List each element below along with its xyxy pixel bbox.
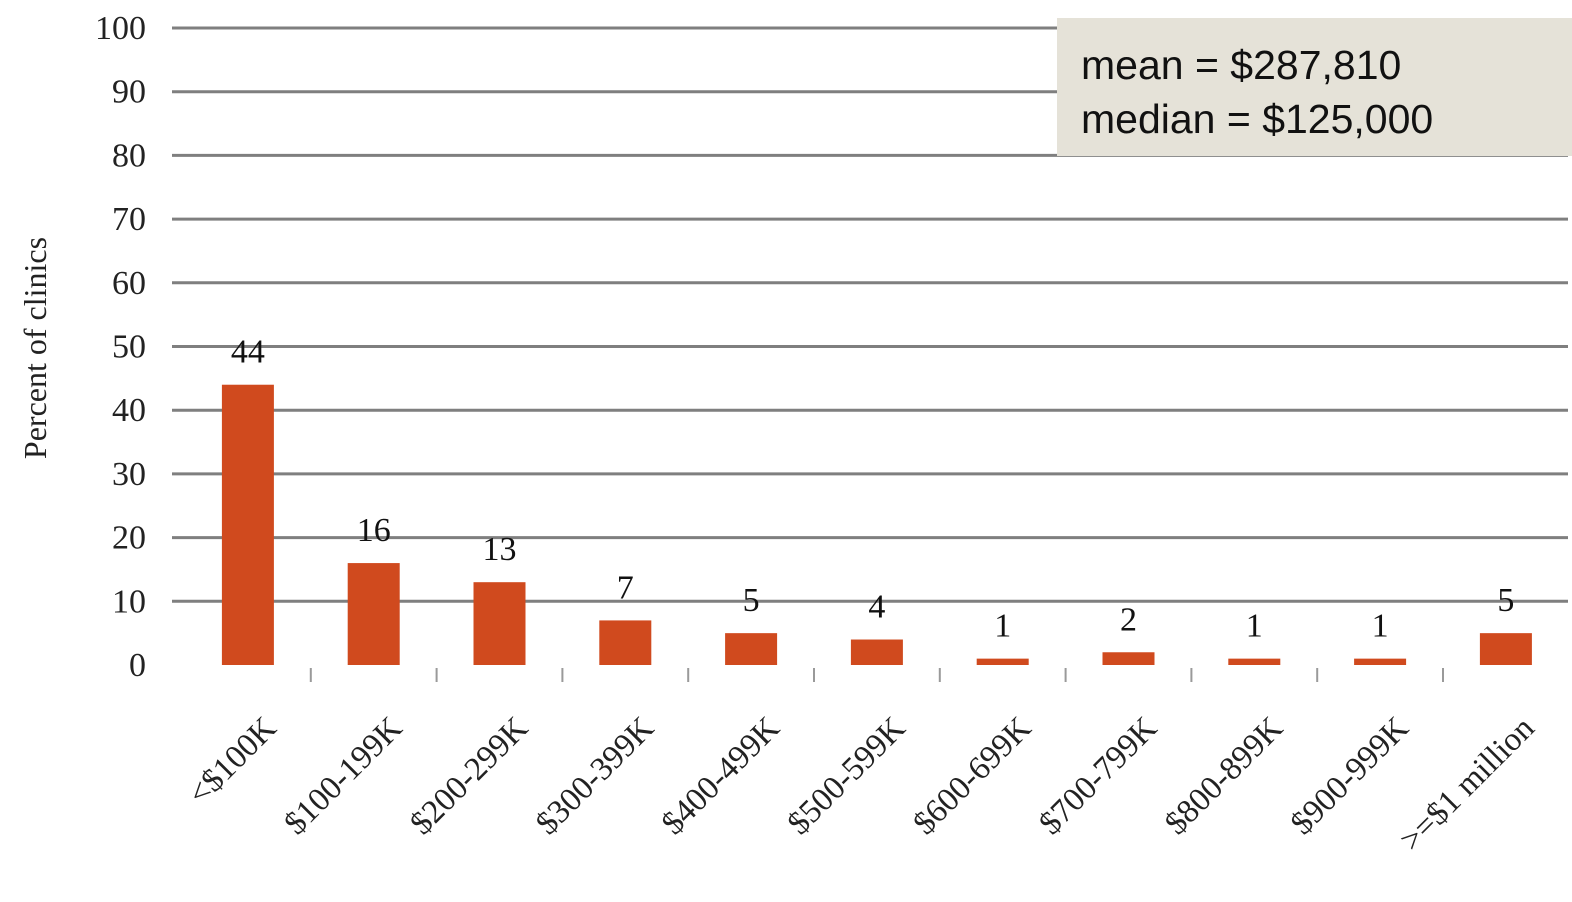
bar-data-label: 1 [1246, 608, 1263, 645]
y-tick-label: 20 [112, 520, 146, 557]
bar [221, 384, 274, 665]
median-value: $125,000 [1262, 96, 1434, 142]
median-line: median = $125,000 [1081, 92, 1572, 146]
category-label: $900-999K [1284, 710, 1416, 842]
bar-data-label: 4 [868, 589, 885, 626]
bar [1354, 658, 1407, 665]
bar [599, 620, 652, 665]
bar [347, 563, 400, 665]
bar [1228, 658, 1281, 665]
bar-data-label: 5 [743, 582, 760, 619]
y-tick-label: 90 [112, 74, 146, 111]
category-label: $400-499K [655, 710, 787, 842]
category-label: $800-899K [1158, 710, 1290, 842]
y-tick-label: 60 [112, 265, 146, 302]
y-tick-label: 10 [112, 583, 146, 620]
bar [1479, 633, 1532, 665]
mean-line: mean = $287,810 [1081, 38, 1572, 92]
median-label: median = [1081, 96, 1263, 142]
bar-data-label: 13 [483, 531, 517, 568]
data-labels: 44 16 13 7 5 4 1 2 1 1 5 [231, 334, 1515, 645]
y-tick-label: 50 [112, 329, 146, 366]
category-labels: <$100K$100-199K$200-299K$300-399K$400-49… [181, 710, 1541, 858]
mean-value: $287,810 [1230, 42, 1402, 88]
x-axis [309, 668, 1444, 682]
y-tick-label: 100 [95, 10, 146, 47]
bar-data-label: 44 [231, 334, 265, 371]
category-label: $600-699K [907, 710, 1039, 842]
y-axis-ticks: 0 10 20 30 40 50 60 70 80 90 100 [95, 10, 146, 684]
mean-label: mean = [1081, 42, 1231, 88]
y-tick-label: 30 [112, 456, 146, 493]
category-label: $700-799K [1032, 710, 1164, 842]
bar-data-label: 16 [357, 512, 391, 549]
category-label: $200-299K [403, 710, 535, 842]
category-label: $100-199K [278, 710, 410, 842]
bar [725, 633, 778, 665]
category-label: $300-399K [529, 710, 661, 842]
category-label: >=$1 million [1393, 710, 1541, 858]
y-axis-label: Percent of clinics [17, 237, 53, 459]
bar-data-label: 7 [617, 569, 634, 606]
bar [473, 582, 526, 665]
category-label: $500-599K [781, 710, 913, 842]
y-tick-label: 40 [112, 392, 146, 429]
category-label: <$100K [181, 710, 283, 812]
bar [850, 639, 903, 665]
bars [221, 384, 1532, 665]
bar-data-label: 2 [1120, 601, 1137, 638]
bar [976, 658, 1029, 665]
bar-data-label: 1 [994, 608, 1011, 645]
y-tick-label: 80 [112, 137, 146, 174]
bar-data-label: 1 [1372, 608, 1389, 645]
bar-data-label: 5 [1497, 582, 1514, 619]
bar [1102, 652, 1155, 665]
y-tick-label: 70 [112, 201, 146, 238]
summary-stats-box: mean = $287,810 median = $125,000 [1057, 18, 1572, 156]
y-tick-label: 0 [129, 647, 146, 684]
